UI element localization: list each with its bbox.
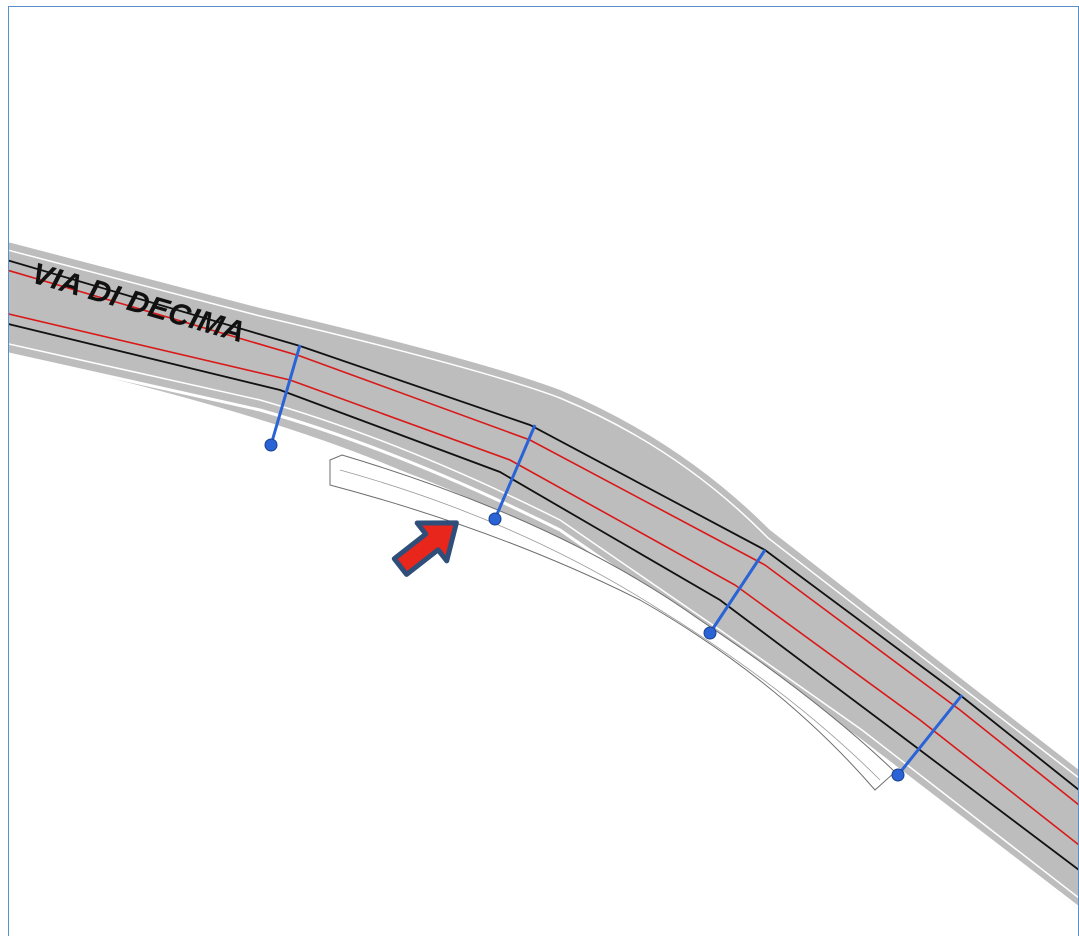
section-marker-4[interactable]: [891, 768, 905, 782]
roadside-area-outline: [329, 454, 896, 791]
road-edge-north-inner: [9, 249, 1079, 779]
section-line-3: [708, 549, 767, 634]
section-line-1: [269, 344, 302, 446]
road-surface: [9, 242, 1079, 910]
centerline-north: [9, 269, 1079, 806]
section-line-2: [493, 424, 537, 520]
centerline-south: [9, 313, 1079, 846]
lane-line-south: [9, 323, 1079, 871]
road-edge-north: [9, 238, 1079, 770]
road-edge-south-inner: [9, 343, 1079, 899]
section-line-4: [896, 694, 964, 776]
section-marker-2[interactable]: [488, 512, 502, 526]
lane-line-north: [9, 259, 1079, 791]
road-edge-south: [9, 352, 1079, 910]
section-marker-1[interactable]: [264, 438, 278, 452]
roadside-area-inner-curve: [339, 469, 881, 781]
section-marker-3[interactable]: [703, 626, 717, 640]
arrow-icon: [391, 520, 459, 577]
